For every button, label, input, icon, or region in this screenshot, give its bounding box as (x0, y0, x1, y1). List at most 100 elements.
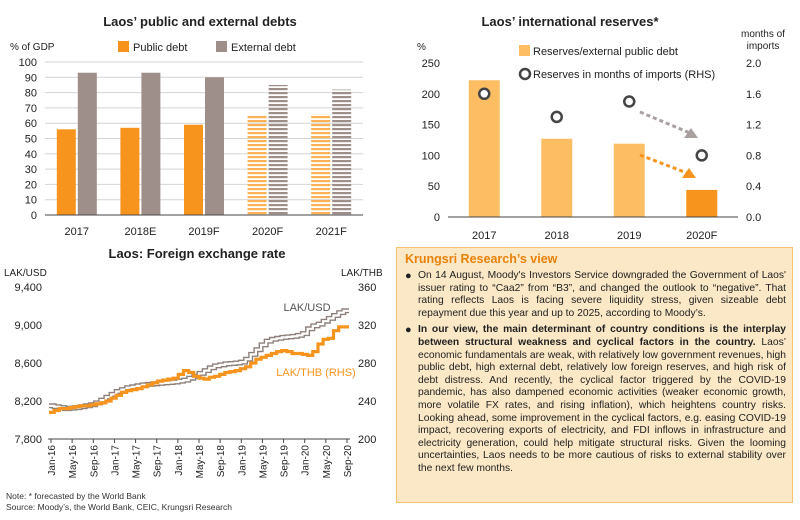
view-bullet-2: ● In our view, the main determinant of c… (405, 324, 786, 475)
debt-xtick: 2018E (124, 226, 156, 238)
reserves-y2label-line1: months of (741, 29, 785, 40)
fx-xtick: Jan-17 (110, 445, 121, 476)
bullet-dot-icon: ● (405, 324, 412, 337)
view-bullet-1-text: On 14 August, Moody's Investors Service … (418, 270, 786, 319)
reserves-y2tick: 1.6 (746, 89, 761, 101)
view-bullets: ● On 14 August, Moody's Investors Servic… (405, 270, 786, 480)
public-debt-bar (247, 115, 267, 215)
external-debt-bar (77, 72, 97, 216)
debt-ytick: 90 (25, 72, 37, 84)
fx-xtick: May-18 (195, 445, 206, 479)
fx-xtick: Sep-20 (343, 445, 354, 478)
public-debt-bar (120, 127, 140, 215)
legend-public-debt-swatch (118, 41, 129, 52)
debt-ytick: 70 (25, 103, 37, 115)
footnote-source: Source: Moody’s, the World Bank, CEIC, K… (6, 502, 232, 512)
debt-ytick: 0 (31, 210, 37, 222)
debt-ytick: 50 (25, 134, 37, 146)
debt-ytick: 10 (25, 195, 37, 207)
reserves-ytick: 100 (422, 150, 440, 162)
view-bullet-2-text: Laos’ economic fundamentals are weak, wi… (418, 336, 787, 474)
public-debt-bar (311, 114, 331, 215)
legend-external-debt: External debt (231, 42, 296, 54)
legend-public-debt: Public debt (133, 42, 187, 54)
reserves-xtick: 2018 (545, 230, 569, 242)
legend-reserves-months: Reserves in months of imports (RHS) (533, 69, 715, 81)
legend-reserves-months-marker (518, 67, 532, 81)
fx-xtick: Sep-17 (153, 445, 164, 478)
reserves-debt-bar (541, 138, 573, 217)
external-debt-bar (141, 72, 161, 216)
fx-ytick: 8,200 (14, 396, 42, 408)
reserves-xtick: 2017 (472, 230, 496, 242)
reserves-debt-bar (468, 80, 500, 217)
fx-xtick: May-16 (68, 445, 79, 479)
debt-xtick: 2020F (252, 226, 283, 238)
reserves-months-point (623, 95, 636, 108)
fx-ytick: 9,400 (14, 282, 42, 294)
gray-arrowhead (684, 128, 698, 138)
debt-chart-title: Laos’ public and external debts (103, 14, 297, 29)
debt-ytick: 30 (25, 164, 37, 176)
debt-ytick: 60 (25, 118, 37, 130)
debt-ytick: 80 (25, 88, 37, 100)
fx-xtick: Sep-18 (216, 445, 227, 478)
reserves-ytick: 0 (434, 212, 440, 224)
reserves-ytick: 150 (422, 120, 440, 132)
fx-y2tick: 240 (358, 396, 376, 408)
reserves-months-point (550, 110, 563, 124)
fx-ytick: 9,000 (14, 320, 42, 332)
debt-xtick: 2019F (188, 226, 219, 238)
reserves-debt-bar (613, 143, 645, 217)
reserves-y2label-line2: imports (747, 41, 780, 52)
fx-y2tick: 200 (358, 434, 376, 446)
reserves-y2tick: 0.8 (746, 150, 761, 162)
debt-ylabel: % of GDP (10, 42, 55, 53)
legend-external-debt-swatch (216, 41, 227, 52)
view-bullet-2-bold: In our view, the main determinant of cou… (418, 324, 786, 348)
reserves-debt-bar (686, 189, 718, 217)
reserves-y2tick: 0.0 (746, 212, 761, 224)
public-debt-bar (184, 124, 203, 215)
public-debt-bar (56, 129, 76, 215)
debt-xtick: 2021F (316, 226, 347, 238)
fx-xtick: Jan-18 (174, 445, 185, 476)
reserves-ytick: 250 (422, 58, 440, 70)
fx-xtick: Jan-19 (237, 445, 248, 476)
fx-y2tick: 320 (358, 320, 376, 332)
trend-arrows (639, 110, 698, 178)
debt-ytick: 20 (25, 179, 37, 191)
fx-chart-title: Laos: Foreign exchange rate (109, 246, 286, 261)
orange-arrowhead (682, 168, 696, 178)
fx-xtick: May-19 (258, 445, 269, 479)
external-debt-bar (268, 84, 288, 215)
reserves-y2tick: 2.0 (746, 58, 761, 70)
debt-ytick: 40 (25, 149, 37, 161)
reserves-y2tick: 0.4 (746, 181, 761, 193)
fx-xtick: Jan-16 (47, 445, 58, 476)
reserves-months-point (695, 149, 708, 162)
external-debt-bar (332, 89, 352, 215)
reserves-xtick: 2019 (617, 230, 641, 242)
debt-xtick: 2017 (65, 226, 89, 238)
lak-thb-line (49, 325, 349, 414)
external-debt-bar (205, 77, 224, 215)
lak-usd-line (49, 309, 349, 410)
krungsri-view-panel: Krungsri Research’s view ● On 14 August,… (396, 247, 793, 503)
reserves-ylabel: % (417, 42, 426, 53)
reserves-months-point (478, 87, 491, 101)
fx-label-usd: LAK/USD (283, 302, 330, 314)
reserves-ytick: 200 (422, 89, 440, 101)
fx-y2tick: 360 (358, 282, 376, 294)
fx-xtick: Sep-19 (280, 445, 291, 478)
legend-reserves-debt-swatch (519, 45, 530, 56)
fx-xtick: May-17 (132, 445, 143, 479)
reserves-y2tick: 1.2 (746, 120, 761, 132)
legend-reserves-debt: Reserves/external public debt (533, 46, 678, 58)
footnote-note: Note: * forecasted by the World Bank (6, 491, 146, 501)
view-bullet-1: ● On 14 August, Moody's Investors Servic… (405, 270, 786, 320)
orange-trend-arrow (639, 153, 688, 175)
